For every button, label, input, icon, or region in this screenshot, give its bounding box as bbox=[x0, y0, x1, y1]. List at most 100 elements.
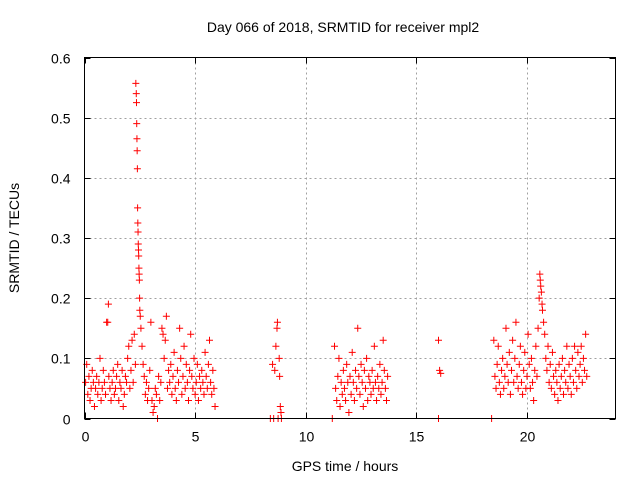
data-points bbox=[82, 79, 591, 422]
data-point bbox=[560, 390, 568, 398]
y-tick-label: 0 bbox=[63, 412, 71, 428]
data-point bbox=[193, 360, 201, 368]
data-point bbox=[435, 336, 442, 344]
data-point bbox=[583, 372, 591, 380]
data-point bbox=[146, 366, 154, 374]
data-point bbox=[150, 402, 158, 410]
data-point bbox=[269, 360, 277, 368]
data-point bbox=[342, 396, 350, 404]
data-point bbox=[170, 348, 178, 356]
data-point bbox=[133, 147, 141, 155]
data-point bbox=[203, 384, 211, 392]
data-point bbox=[100, 378, 108, 386]
data-point bbox=[114, 360, 122, 368]
data-point bbox=[537, 282, 545, 290]
data-point bbox=[508, 366, 516, 374]
data-point bbox=[581, 366, 589, 374]
data-point bbox=[175, 378, 183, 386]
data-point bbox=[334, 372, 342, 380]
data-point bbox=[338, 390, 346, 398]
x-axis-label: GPS time / hours bbox=[292, 458, 399, 474]
data-point bbox=[537, 288, 545, 296]
data-point bbox=[565, 360, 573, 368]
x-tick-label: 10 bbox=[299, 429, 315, 445]
data-point bbox=[110, 390, 118, 398]
data-point bbox=[181, 384, 189, 392]
data-point bbox=[531, 366, 539, 374]
data-point bbox=[547, 384, 555, 392]
data-point bbox=[151, 384, 159, 392]
data-point bbox=[490, 336, 498, 344]
x-tick-label: 0 bbox=[82, 429, 90, 445]
x-tick-label: 5 bbox=[192, 429, 200, 445]
data-point bbox=[86, 396, 94, 404]
data-point bbox=[501, 372, 509, 380]
data-point bbox=[271, 366, 279, 374]
data-point bbox=[135, 252, 143, 260]
data-point bbox=[572, 366, 580, 374]
data-point bbox=[359, 402, 367, 410]
data-point bbox=[371, 378, 379, 386]
data-point bbox=[383, 396, 391, 404]
data-point bbox=[188, 372, 196, 380]
data-point bbox=[368, 366, 376, 374]
data-point bbox=[159, 330, 167, 338]
data-point bbox=[135, 264, 143, 272]
data-point bbox=[354, 324, 362, 332]
data-point bbox=[90, 402, 98, 410]
data-point bbox=[566, 372, 574, 380]
data-point bbox=[380, 366, 388, 374]
data-point bbox=[134, 228, 142, 236]
data-point bbox=[582, 330, 590, 338]
data-point bbox=[133, 135, 141, 143]
data-point bbox=[115, 396, 123, 404]
data-point bbox=[272, 342, 280, 350]
chart-title: Day 066 of 2018, SRMTID for receiver mpl… bbox=[207, 19, 480, 35]
data-point bbox=[177, 354, 185, 362]
data-point bbox=[169, 372, 177, 380]
data-point bbox=[542, 354, 550, 362]
data-point bbox=[171, 384, 179, 392]
data-point bbox=[113, 372, 121, 380]
data-point bbox=[545, 378, 553, 386]
data-point bbox=[437, 369, 445, 377]
data-point bbox=[182, 360, 190, 368]
data-point bbox=[556, 384, 564, 392]
data-point bbox=[331, 342, 339, 350]
data-point bbox=[436, 366, 444, 374]
data-point bbox=[569, 378, 577, 386]
data-point bbox=[496, 390, 504, 398]
data-point bbox=[207, 378, 215, 386]
data-point bbox=[128, 336, 136, 344]
data-point bbox=[525, 360, 533, 368]
data-point bbox=[132, 99, 140, 107]
data-point bbox=[355, 372, 363, 380]
data-point bbox=[350, 396, 358, 404]
data-point bbox=[88, 366, 96, 374]
data-point bbox=[145, 384, 153, 392]
data-point bbox=[192, 378, 200, 386]
data-point bbox=[190, 354, 198, 362]
data-point bbox=[147, 318, 155, 326]
data-point bbox=[505, 348, 513, 356]
data-point bbox=[558, 354, 566, 362]
data-point bbox=[532, 342, 540, 350]
data-point bbox=[276, 402, 284, 410]
data-point bbox=[161, 336, 169, 344]
data-point bbox=[536, 270, 544, 278]
data-point bbox=[206, 336, 214, 344]
data-point bbox=[378, 378, 386, 386]
data-point bbox=[155, 372, 163, 380]
data-point bbox=[513, 372, 521, 380]
data-point bbox=[534, 324, 542, 332]
data-point bbox=[562, 378, 570, 386]
data-point bbox=[536, 276, 544, 284]
data-point bbox=[527, 354, 535, 362]
data-point bbox=[516, 342, 524, 350]
data-point bbox=[196, 372, 204, 380]
data-point bbox=[533, 372, 541, 380]
data-point bbox=[332, 384, 340, 392]
data-point bbox=[134, 246, 142, 254]
y-tick-label: 0.5 bbox=[51, 111, 71, 127]
data-point bbox=[126, 384, 134, 392]
